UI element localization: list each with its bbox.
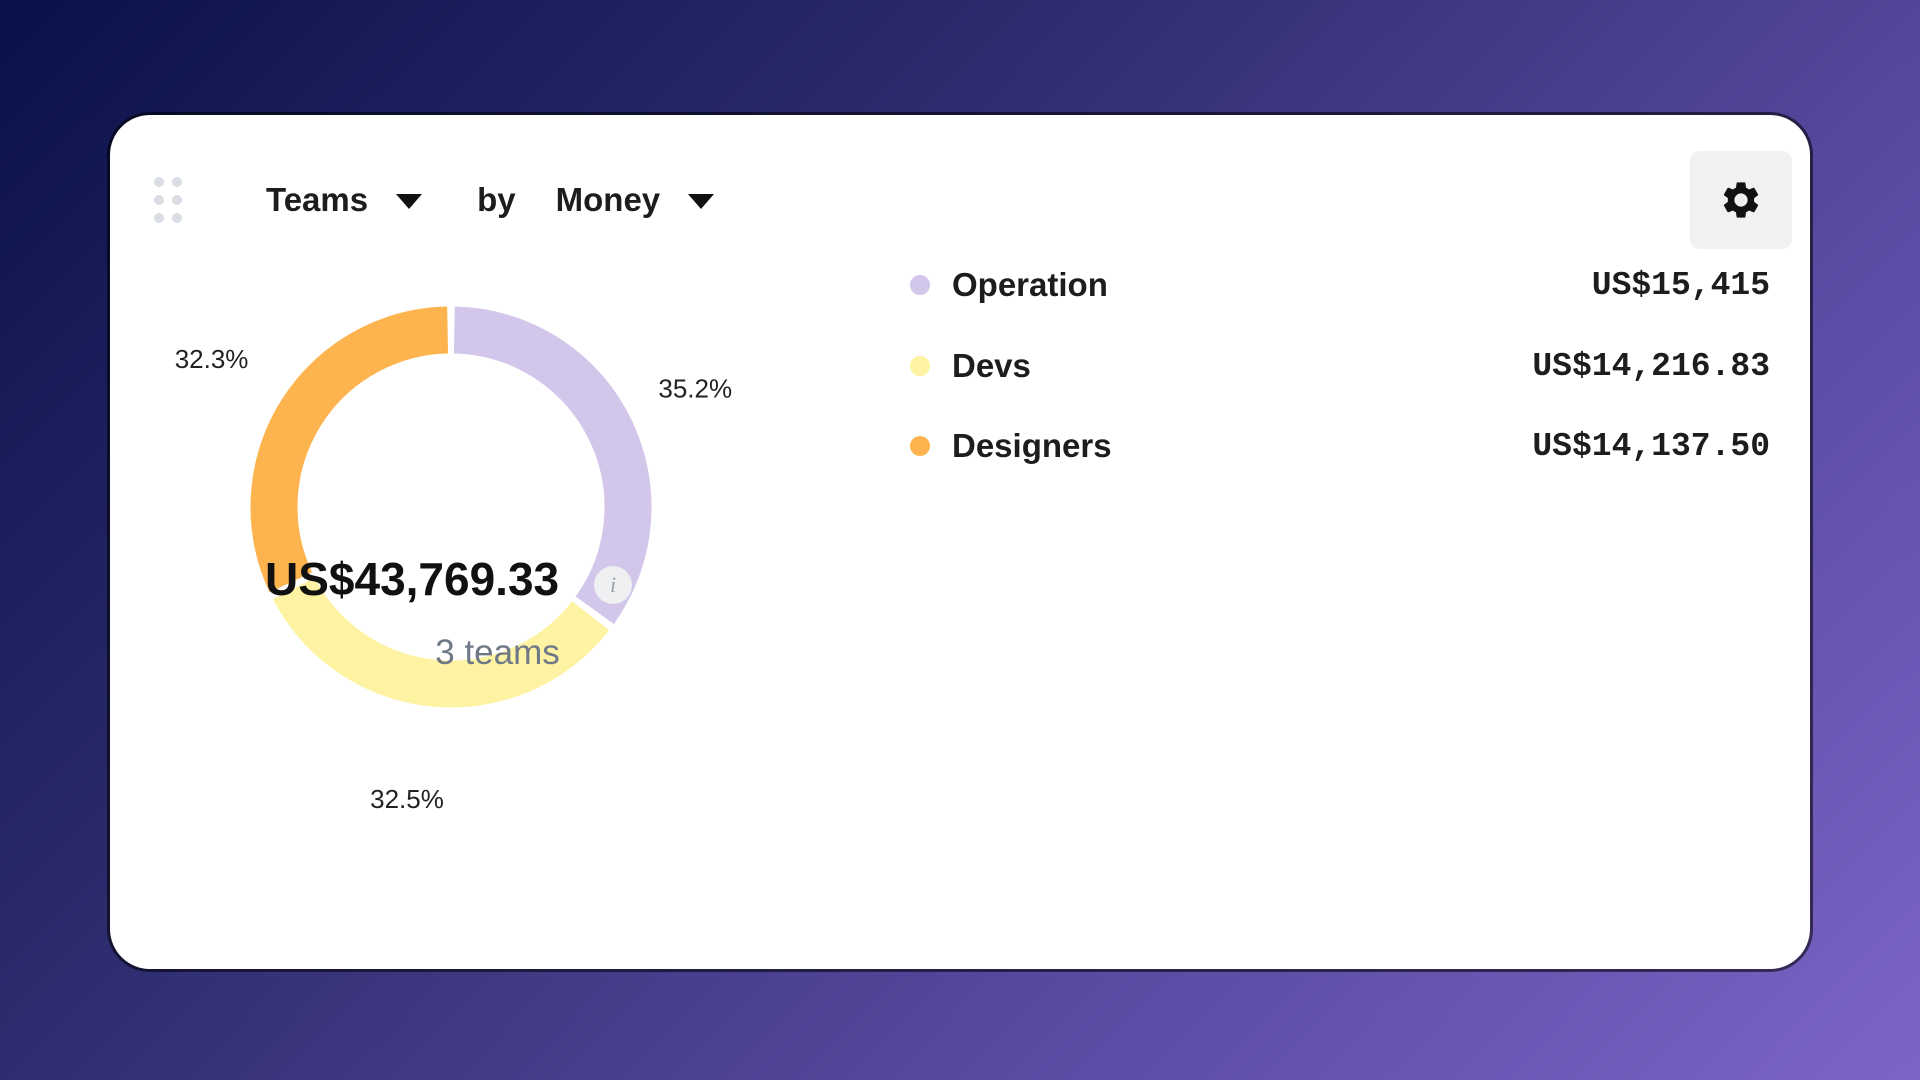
info-icon[interactable]: i [594, 566, 632, 604]
slice-designers[interactable] [250, 306, 449, 593]
legend-name: Operation [952, 266, 1108, 303]
percent-label-devs: 32.5% [370, 784, 444, 814]
legend-name: Designers [952, 427, 1112, 464]
legend-item[interactable]: Devs US$14,216.83 [900, 341, 1770, 391]
legend-value: US$14,216.83 [1532, 347, 1770, 385]
legend-swatch [910, 436, 930, 456]
metric-dropdown[interactable]: Money [556, 181, 715, 219]
widget-toolbar: Teams by Money [266, 175, 715, 225]
donut-chart: 35.2% 32.5% 32.3% US$43,769.33 i 3 teams [110, 115, 910, 969]
percent-label-operation: 35.2% [658, 374, 732, 404]
caret-down-icon [688, 194, 715, 209]
slice-devs[interactable] [272, 577, 610, 708]
gear-icon [1723, 182, 1759, 218]
legend-item[interactable]: Operation US$15,415 [900, 260, 1770, 310]
group-by-label: Teams [266, 181, 369, 218]
drag-handle-icon[interactable] [154, 177, 184, 225]
legend-item[interactable]: Designers US$14,137.50 [900, 421, 1770, 471]
legend-value: US$14,137.50 [1532, 427, 1770, 465]
legend-value: US$15,415 [1591, 266, 1770, 304]
legend-name: Devs [952, 347, 1031, 384]
legend-swatch [910, 356, 930, 376]
slice-operation[interactable] [453, 306, 652, 624]
caret-down-icon [396, 194, 423, 209]
legend-swatch [910, 275, 930, 295]
team-count: 3 teams [435, 633, 560, 672]
total-amount: US$43,769.33 [265, 553, 560, 605]
metric-label: Money [555, 181, 661, 218]
percent-label-designers: 32.3% [175, 344, 249, 374]
settings-button[interactable] [1690, 151, 1792, 249]
group-by-dropdown[interactable]: Teams [266, 181, 423, 219]
by-label: by [477, 181, 516, 218]
team-spend-card: Teams by Money 35.2% 32.5% 32.3% US$43,769… [110, 115, 1810, 969]
